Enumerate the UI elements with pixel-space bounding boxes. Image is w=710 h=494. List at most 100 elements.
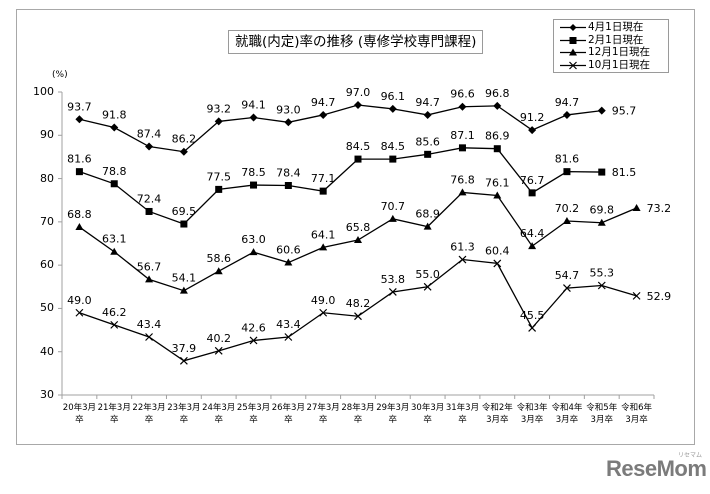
data-label: 76.8 [450, 173, 475, 186]
data-label: 87.4 [137, 128, 162, 141]
x-tick-label: 22年3月卒 [132, 403, 166, 425]
data-label: 94.7 [311, 96, 336, 109]
data-label: 77.1 [311, 172, 336, 185]
data-label: 77.5 [206, 170, 231, 183]
x-tick-label: 25年3月卒 [236, 403, 271, 425]
data-label: 95.7 [612, 105, 637, 118]
data-label: 86.2 [172, 133, 197, 146]
data-label: 54.1 [172, 272, 197, 285]
data-label: 81.6 [555, 153, 580, 166]
data-label: 69.5 [172, 205, 197, 218]
data-label: 46.2 [102, 306, 127, 319]
data-label: 43.4 [276, 318, 301, 331]
x-tick-label: 26年3月卒 [271, 403, 305, 425]
data-label: 49.0 [311, 294, 336, 307]
x-tick-label: 24年3月卒 [202, 403, 236, 425]
legend-label: 10月1日現在 [588, 58, 651, 71]
data-label: 91.2 [520, 111, 545, 124]
data-label: 40.2 [206, 332, 231, 345]
data-label: 49.0 [67, 294, 92, 307]
data-label: 52.9 [647, 290, 672, 303]
data-label: 63.1 [102, 233, 127, 246]
x-tick-label: 令和2年 3月卒 [481, 403, 513, 425]
legend-label: 12月1日現在 [588, 46, 651, 58]
data-label: 96.6 [450, 88, 475, 101]
x-tick-label: 令和3年 3月卒 [516, 403, 548, 425]
data-label: 60.4 [485, 244, 510, 257]
data-label: 37.9 [172, 342, 197, 355]
data-label: 86.9 [485, 130, 510, 143]
data-label: 65.8 [346, 221, 371, 234]
data-label: 76.7 [520, 174, 545, 187]
data-label: 76.1 [485, 176, 510, 189]
data-label: 85.6 [415, 135, 440, 148]
data-label: 70.7 [381, 200, 406, 213]
data-label: 94.7 [415, 96, 440, 109]
data-label: 78.4 [276, 166, 301, 179]
legend-item-october: 10月1日現在 [554, 59, 668, 72]
square-marker-icon [560, 36, 586, 44]
x-tick-label: 令和5年 3月卒 [586, 403, 618, 425]
data-label: 70.2 [555, 202, 580, 215]
y-axis-unit-label: (%) [52, 70, 68, 80]
legend-label: 4月1日現在 [588, 21, 644, 33]
resemom-logo: ReseMom [606, 456, 707, 481]
data-label: 58.6 [206, 252, 231, 265]
data-label: 81.6 [67, 153, 92, 166]
chart-title: 就職(内定)率の推移 (専修学校専門課程) [228, 30, 484, 54]
y-tick-label: 30 [40, 388, 54, 401]
x-tick-label: 令和4年 3月卒 [551, 403, 583, 425]
data-label: 68.9 [415, 208, 440, 221]
y-tick-label: 100 [33, 85, 54, 98]
data-label: 94.1 [241, 99, 266, 112]
y-tick-label: 90 [40, 128, 54, 142]
diamond-marker-icon [560, 24, 586, 31]
legend-label: 2月1日現在 [588, 33, 644, 46]
data-label: 68.8 [67, 208, 92, 221]
data-label: 61.3 [450, 241, 475, 254]
x-tick-label: 31年3月卒 [445, 403, 480, 425]
x-tick-label: 20年3月卒 [62, 403, 97, 425]
data-label: 93.0 [276, 103, 301, 116]
data-label: 84.5 [381, 140, 406, 153]
x-tick-label: 27年3月卒 [306, 403, 340, 425]
chart-legend: 4月1日現在 2月1日現在 12月1日現在 10月1日現在 [553, 19, 669, 73]
y-tick-label: 60 [40, 258, 54, 272]
x-tick-label: 21年3月卒 [97, 403, 131, 425]
data-label: 72.4 [137, 192, 162, 205]
y-tick-label: 40 [40, 344, 54, 358]
y-tick-label: 80 [40, 171, 54, 185]
data-label: 96.8 [485, 87, 510, 100]
data-label: 69.8 [590, 204, 615, 217]
data-label: 97.0 [346, 86, 371, 99]
data-label: 56.7 [137, 260, 162, 273]
series-line-0 [79, 104, 602, 153]
resemom-logo-kana: リセマム [678, 452, 703, 459]
data-label: 78.8 [102, 165, 127, 178]
x-tick-label: 29年3月卒 [376, 403, 410, 425]
legend-item-december: 12月1日現在 [554, 46, 668, 59]
data-label: 64.1 [311, 228, 336, 241]
data-label: 43.4 [137, 318, 162, 331]
data-label: 63.0 [241, 233, 266, 246]
data-label: 93.2 [206, 102, 231, 115]
data-label: 73.2 [647, 202, 672, 215]
data-label: 55.3 [590, 266, 615, 279]
data-label: 55.0 [415, 268, 440, 281]
x-tick-label: 令和6年 3月卒 [621, 403, 653, 425]
legend-item-february: 2月1日現在 [554, 34, 668, 47]
data-label: 84.5 [346, 140, 371, 153]
data-label: 45.5 [520, 309, 545, 322]
data-label: 87.1 [450, 129, 475, 142]
triangle-marker-icon [560, 48, 586, 56]
data-label: 81.5 [612, 166, 637, 179]
data-label: 54.7 [555, 269, 580, 282]
data-label: 64.4 [520, 227, 545, 240]
x-tick-label: 23年3月卒 [167, 403, 201, 425]
data-label: 94.7 [555, 96, 580, 109]
x-marker-icon [560, 61, 586, 69]
data-label: 96.1 [381, 90, 406, 103]
data-label: 42.6 [241, 321, 266, 334]
legend-item-april: 4月1日現在 [554, 21, 668, 34]
